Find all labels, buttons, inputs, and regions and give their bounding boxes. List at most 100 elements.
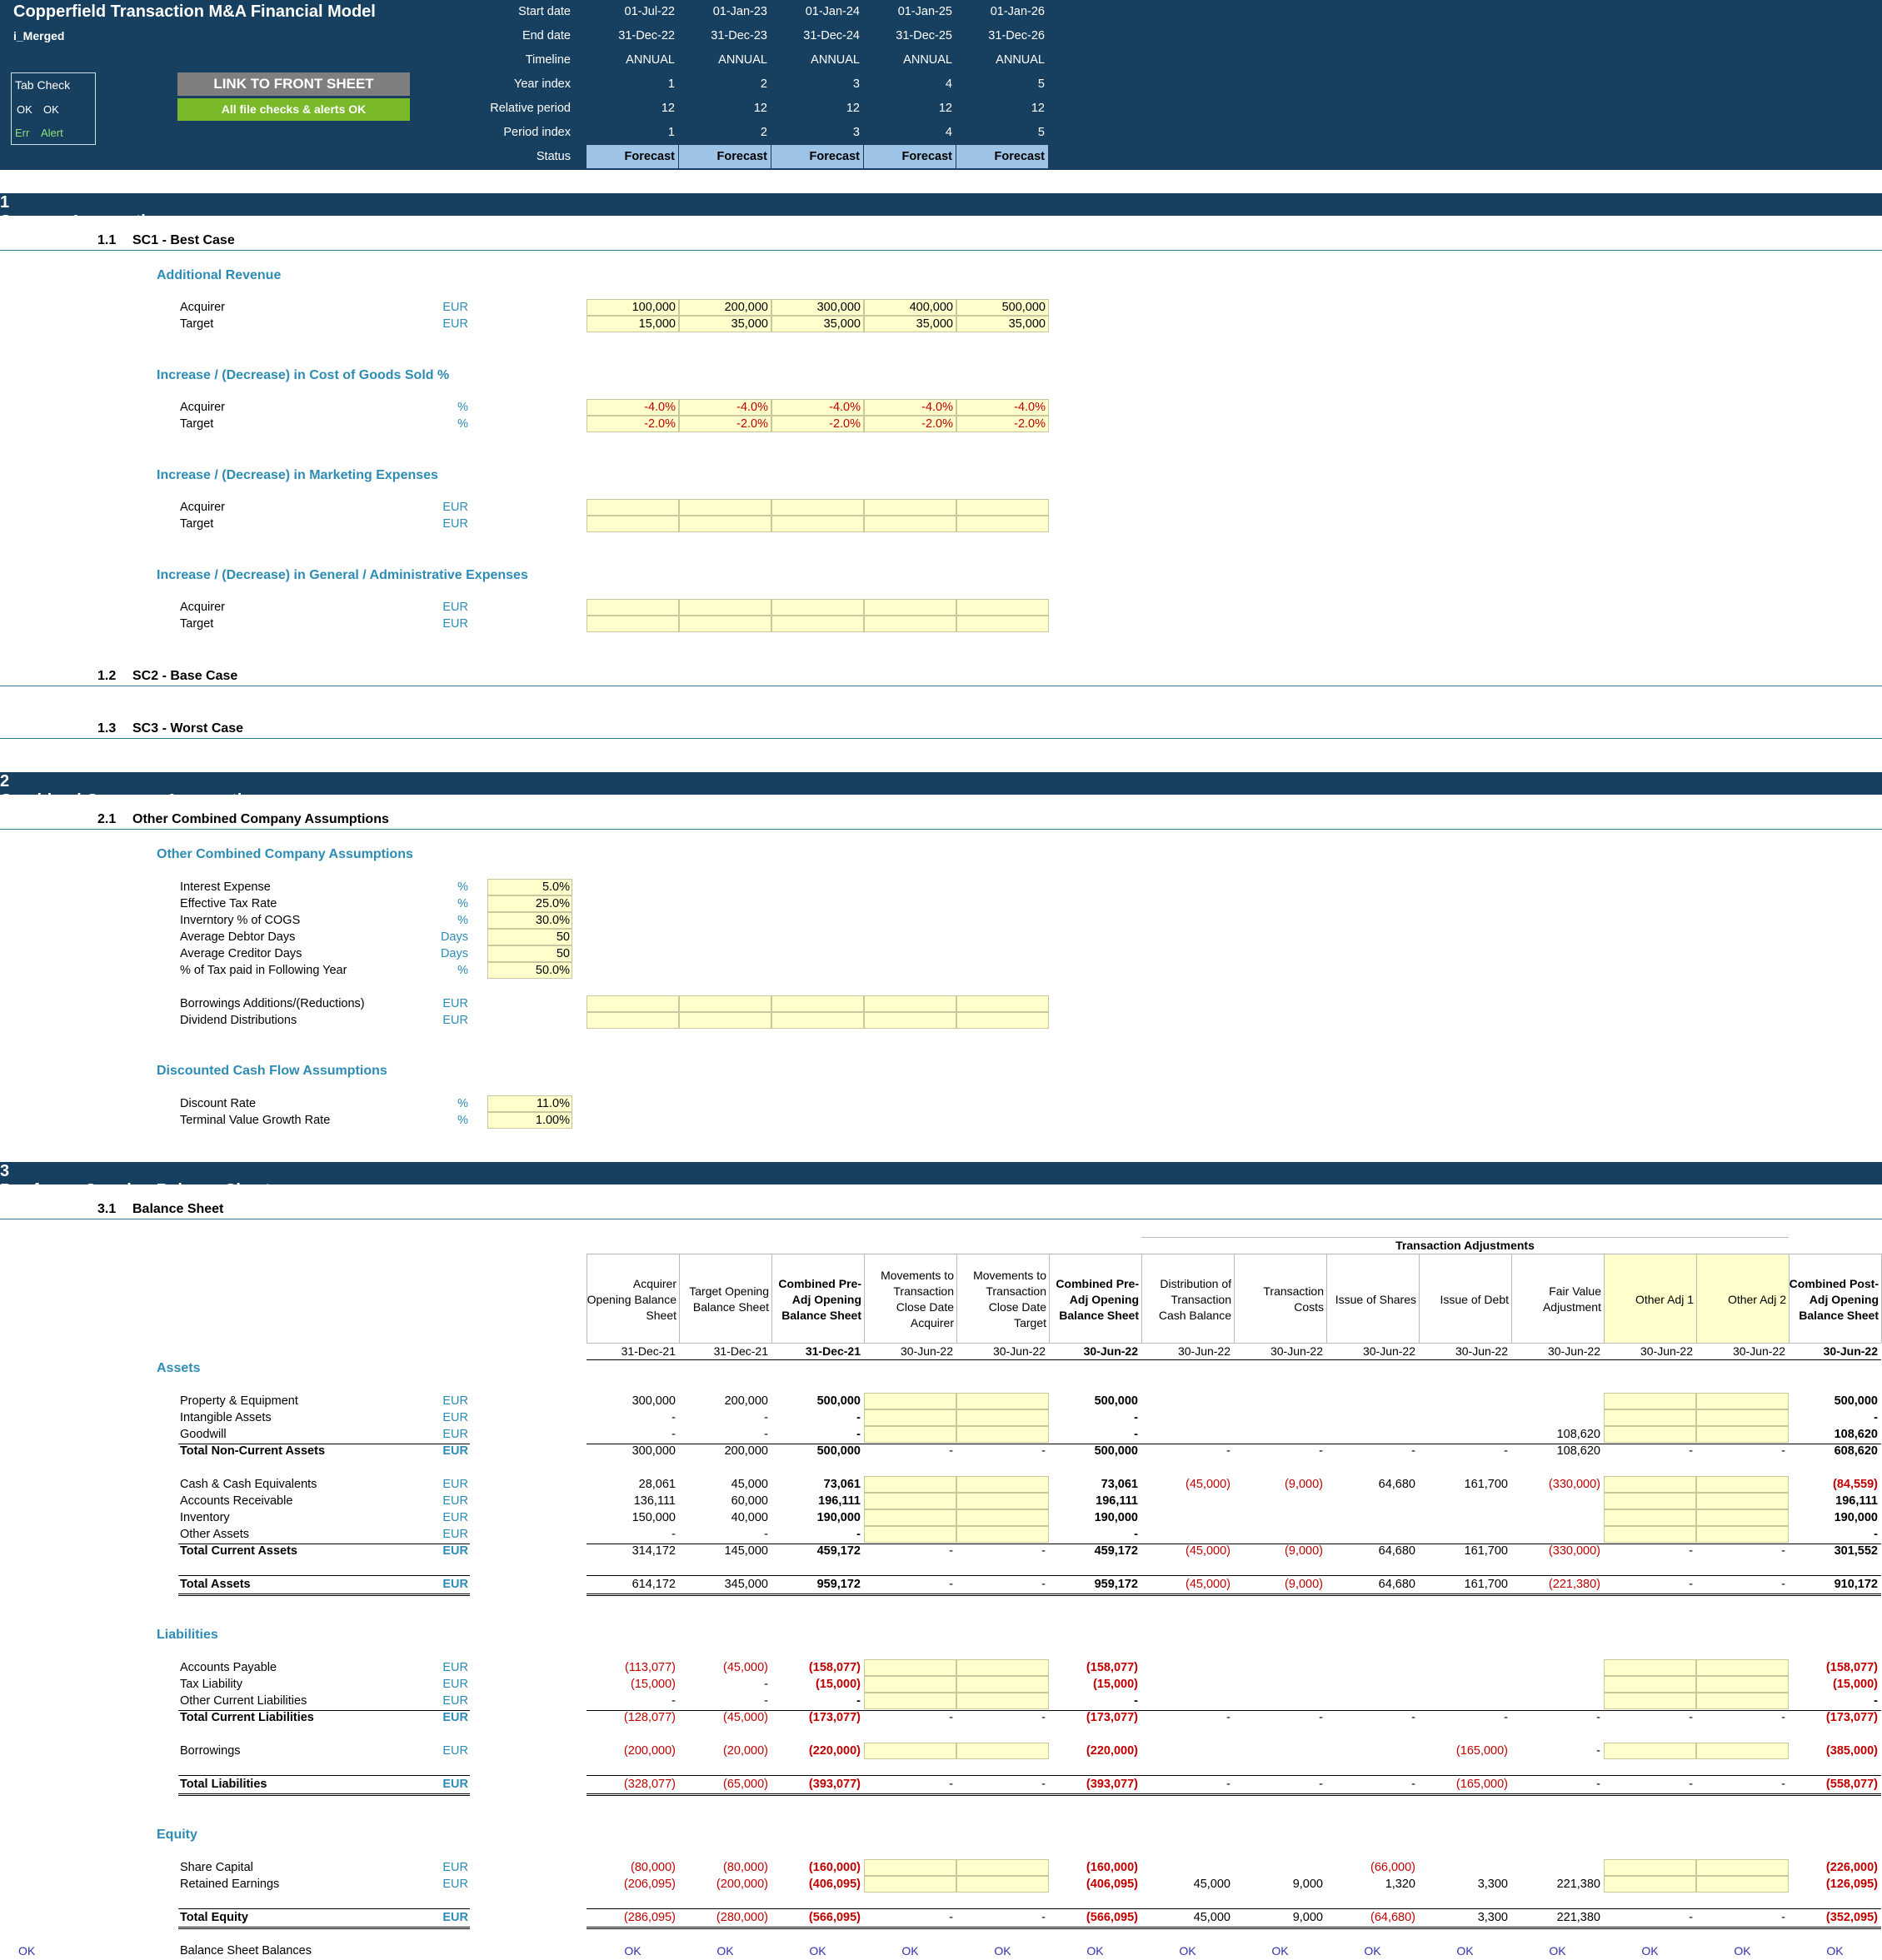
input-cell[interactable]	[1696, 1509, 1789, 1526]
input-cell[interactable]	[679, 1012, 771, 1029]
input-cell[interactable]	[679, 616, 771, 632]
input-cell[interactable]	[956, 1859, 1049, 1876]
input-cell[interactable]	[956, 1426, 1049, 1443]
input-cell[interactable]	[771, 995, 864, 1012]
input-cell[interactable]	[864, 299, 956, 316]
input-cell[interactable]	[487, 912, 572, 929]
input-cell[interactable]	[1696, 1659, 1789, 1676]
input-cell[interactable]	[487, 962, 572, 979]
input-cell[interactable]	[679, 516, 771, 532]
input-cell[interactable]	[956, 1476, 1049, 1493]
input-cell[interactable]	[487, 945, 572, 962]
input-cell[interactable]	[956, 1693, 1049, 1709]
input-cell[interactable]	[956, 599, 1049, 616]
input-cell[interactable]	[487, 1112, 572, 1129]
input-cell[interactable]	[587, 316, 679, 332]
input-cell[interactable]	[771, 599, 864, 616]
input-cell[interactable]	[1696, 1476, 1789, 1493]
input-cell[interactable]	[679, 399, 771, 416]
input-cell[interactable]	[864, 1743, 956, 1759]
input-cell[interactable]	[864, 499, 956, 516]
input-cell[interactable]	[1604, 1859, 1696, 1876]
input-cell[interactable]	[1696, 1876, 1789, 1893]
input-cell[interactable]	[679, 299, 771, 316]
input-cell[interactable]	[771, 399, 864, 416]
input-cell[interactable]	[1696, 1859, 1789, 1876]
input-cell[interactable]	[679, 316, 771, 332]
input-cell[interactable]	[587, 299, 679, 316]
input-cell[interactable]	[864, 1409, 956, 1426]
input-cell[interactable]	[956, 1659, 1049, 1676]
input-cell[interactable]	[864, 1476, 956, 1493]
input-cell[interactable]	[587, 516, 679, 532]
input-cell[interactable]	[956, 316, 1049, 332]
input-cell[interactable]	[1696, 1693, 1789, 1709]
input-cell[interactable]	[771, 616, 864, 632]
input-cell[interactable]	[587, 599, 679, 616]
input-cell[interactable]	[956, 1012, 1049, 1029]
input-cell[interactable]	[587, 995, 679, 1012]
value-cell[interactable]: 50.0%	[535, 964, 570, 977]
input-cell[interactable]	[864, 1659, 956, 1676]
input-cell[interactable]	[1696, 1493, 1789, 1509]
input-cell[interactable]	[1696, 1426, 1789, 1443]
input-cell[interactable]	[1604, 1693, 1696, 1709]
input-cell[interactable]	[487, 929, 572, 945]
value-cell[interactable]: 30.0%	[535, 914, 570, 927]
input-cell[interactable]	[587, 1012, 679, 1029]
input-cell[interactable]	[956, 1509, 1049, 1526]
input-cell[interactable]	[864, 1859, 956, 1876]
input-cell[interactable]	[864, 316, 956, 332]
input-cell[interactable]	[864, 1693, 956, 1709]
input-cell[interactable]	[956, 1876, 1049, 1893]
input-cell[interactable]	[956, 399, 1049, 416]
value-cell[interactable]: 1.00%	[535, 1114, 570, 1127]
input-cell[interactable]	[1604, 1743, 1696, 1759]
input-cell[interactable]	[679, 599, 771, 616]
input-cell[interactable]	[956, 1493, 1049, 1509]
input-cell[interactable]	[1604, 1393, 1696, 1409]
input-cell[interactable]	[864, 1012, 956, 1029]
input-cell[interactable]	[1604, 1409, 1696, 1426]
value-cell[interactable]: 50	[556, 947, 570, 960]
link-to-front-sheet-button[interactable]: LINK TO FRONT SHEET	[177, 72, 410, 96]
input-cell[interactable]	[771, 1012, 864, 1029]
value-cell[interactable]: 5.0%	[542, 880, 570, 894]
input-cell[interactable]	[1604, 1526, 1696, 1543]
input-cell[interactable]	[864, 416, 956, 432]
input-cell[interactable]	[1604, 1676, 1696, 1693]
input-cell[interactable]	[679, 416, 771, 432]
input-cell[interactable]	[771, 299, 864, 316]
input-cell[interactable]	[587, 416, 679, 432]
input-cell[interactable]	[587, 499, 679, 516]
input-cell[interactable]	[487, 895, 572, 912]
input-cell[interactable]	[956, 299, 1049, 316]
input-cell[interactable]	[864, 1393, 956, 1409]
value-cell[interactable]: 25.0%	[535, 897, 570, 910]
input-cell[interactable]	[956, 499, 1049, 516]
input-cell[interactable]	[864, 1526, 956, 1543]
input-cell[interactable]	[956, 1526, 1049, 1543]
input-cell[interactable]	[864, 599, 956, 616]
input-cell[interactable]	[864, 995, 956, 1012]
input-cell[interactable]	[956, 416, 1049, 432]
input-cell[interactable]	[956, 1409, 1049, 1426]
input-cell[interactable]	[1604, 1876, 1696, 1893]
input-cell[interactable]	[1604, 1476, 1696, 1493]
input-cell[interactable]	[1604, 1493, 1696, 1509]
input-cell[interactable]	[587, 616, 679, 632]
input-cell[interactable]	[956, 1393, 1049, 1409]
input-cell[interactable]	[1604, 1659, 1696, 1676]
value-cell[interactable]: 11.0%	[536, 1097, 570, 1110]
input-cell[interactable]	[679, 499, 771, 516]
input-cell[interactable]	[487, 1095, 572, 1112]
input-cell[interactable]	[771, 416, 864, 432]
input-cell[interactable]	[771, 499, 864, 516]
input-cell[interactable]	[1696, 1393, 1789, 1409]
input-cell[interactable]	[864, 1876, 956, 1893]
input-cell[interactable]	[1604, 1426, 1696, 1443]
input-cell[interactable]	[1696, 1743, 1789, 1759]
input-cell[interactable]	[864, 1509, 956, 1526]
input-cell[interactable]	[956, 995, 1049, 1012]
input-cell[interactable]	[771, 316, 864, 332]
